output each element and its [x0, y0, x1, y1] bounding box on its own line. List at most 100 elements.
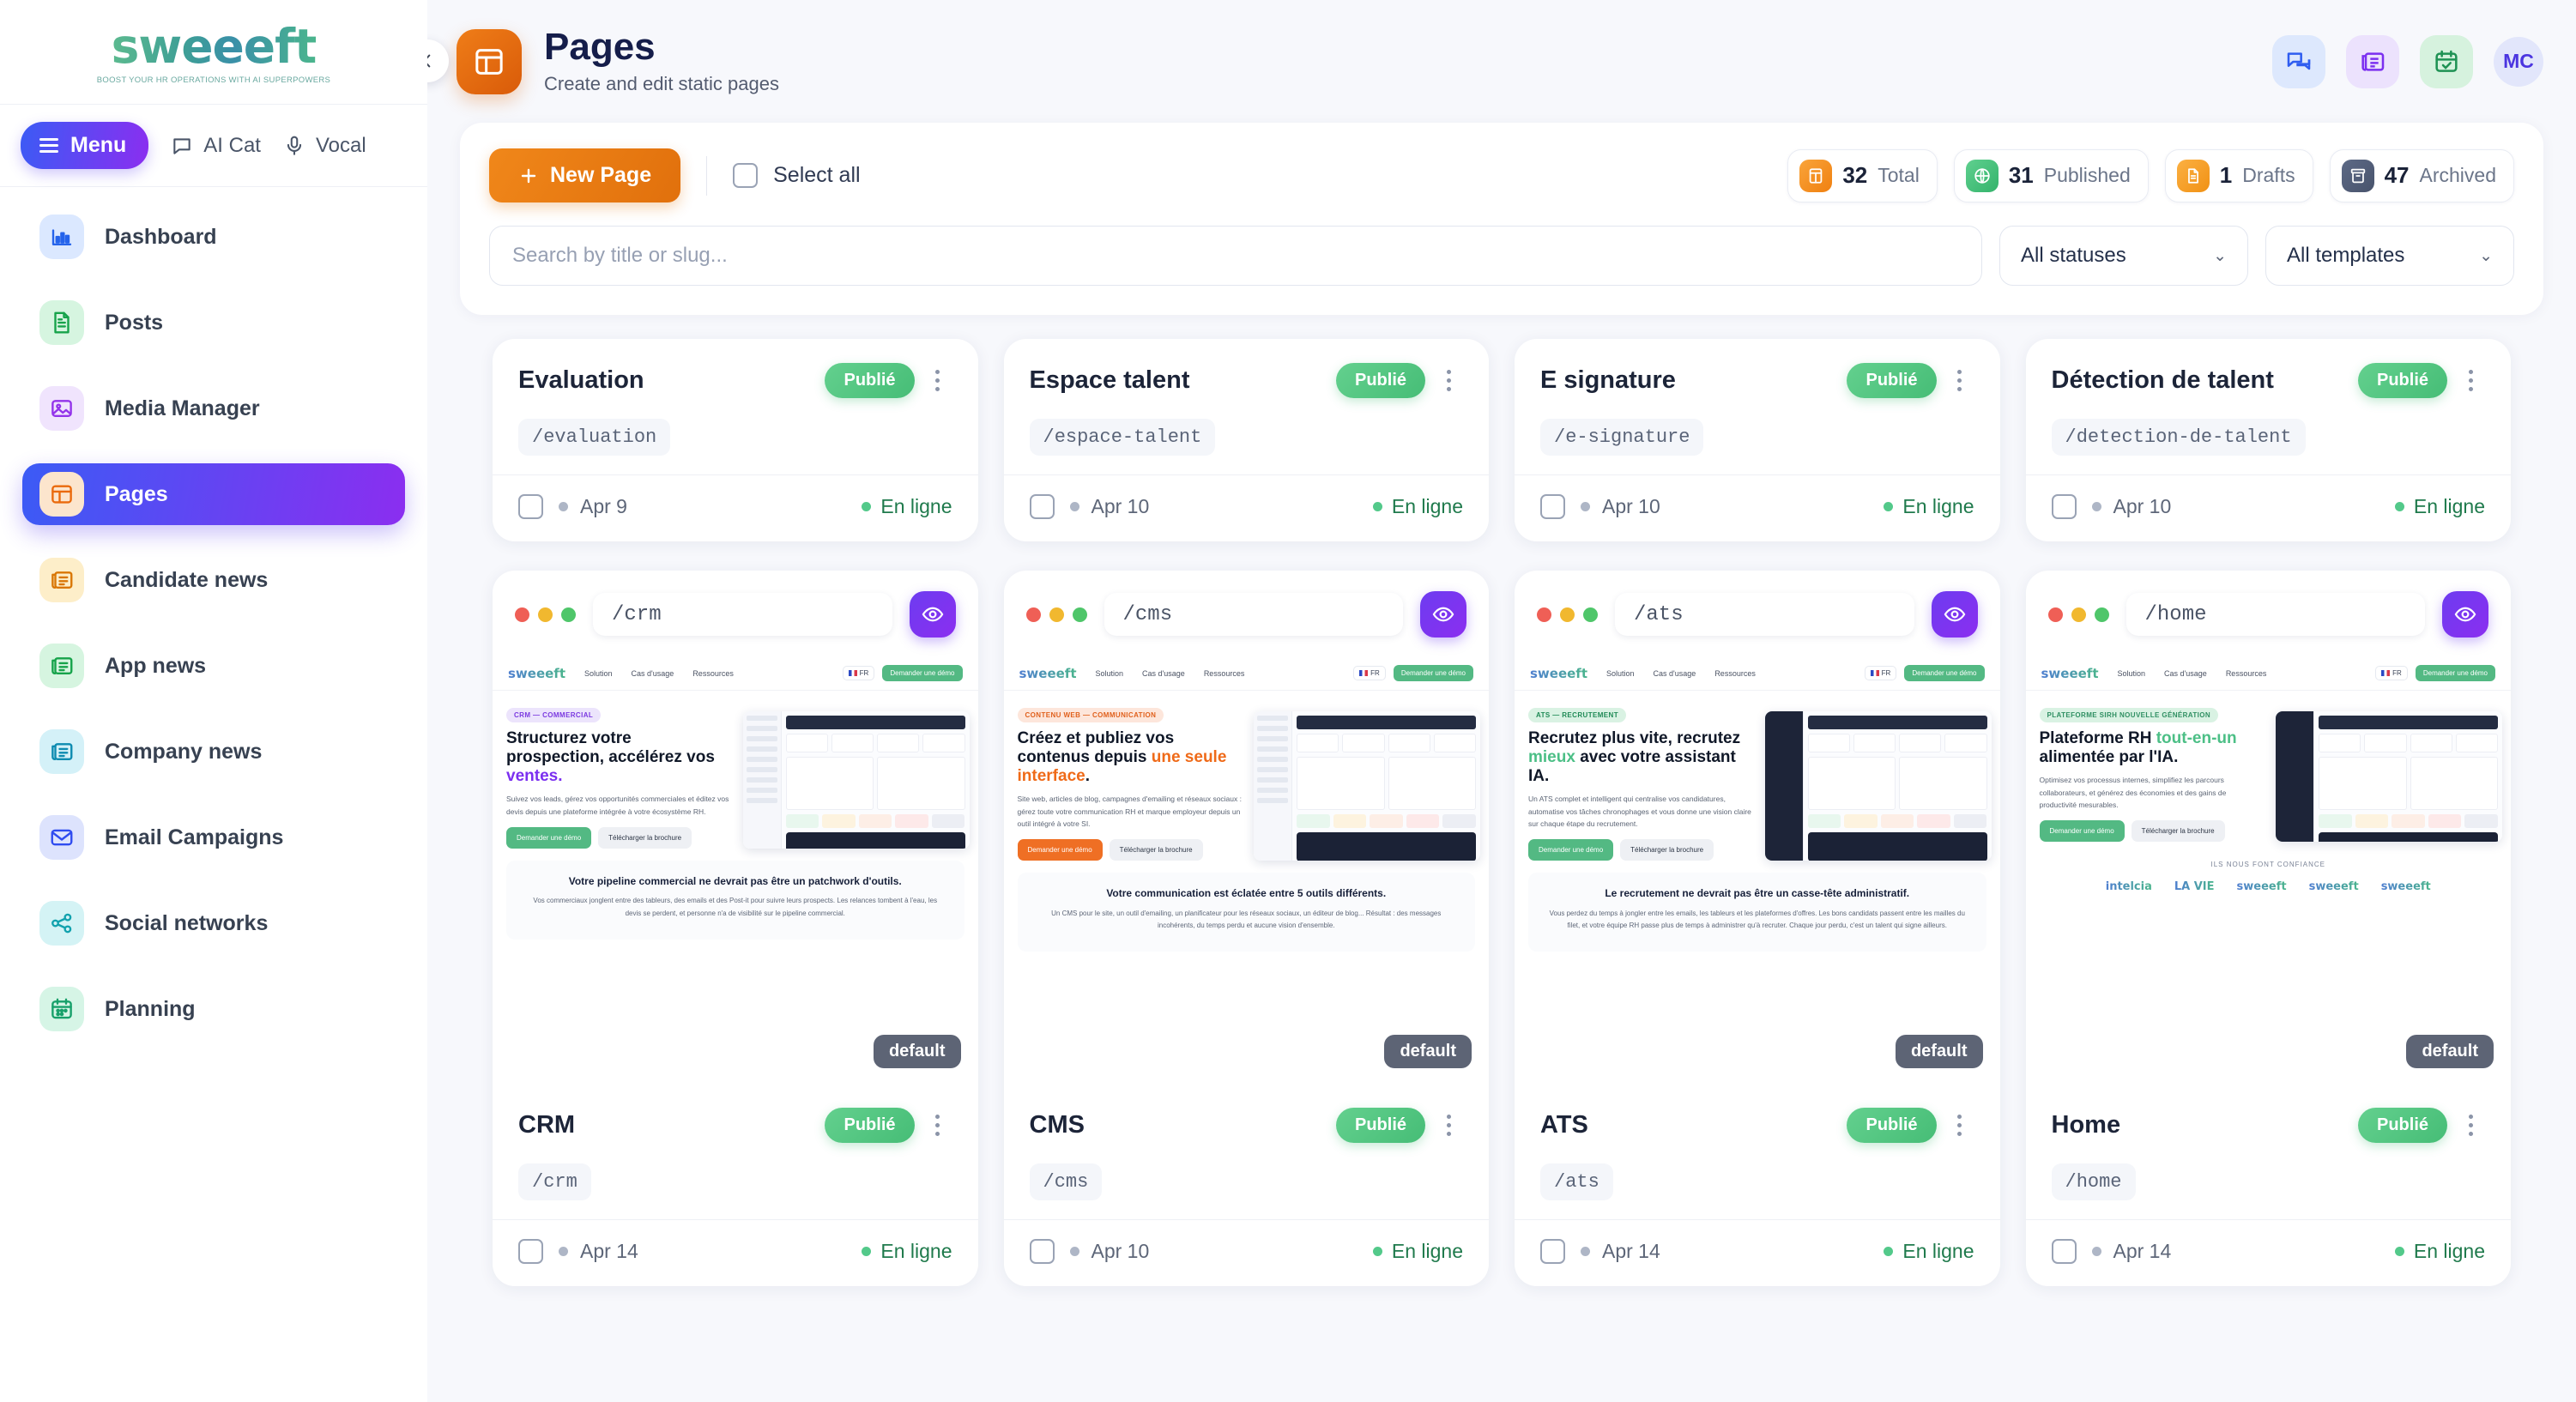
card-menu-button[interactable] [2456, 1115, 2485, 1136]
sidebar-collapse-button[interactable] [427, 39, 449, 82]
new-page-button[interactable]: New Page [489, 148, 681, 202]
card-menu-button[interactable] [1434, 1115, 1463, 1136]
preview-nav-link[interactable]: Cas d'usage [1653, 668, 1696, 678]
preview-button[interactable] [1420, 591, 1466, 638]
preview-nav-cta[interactable]: Demander une démo [1904, 665, 1985, 681]
preview-browser-bar: /cms [1004, 571, 1490, 656]
preview-url-field[interactable]: /home [2126, 593, 2425, 636]
sidebar-item-pages[interactable]: Pages [22, 463, 405, 525]
hero-cta-primary[interactable]: Demander une démo [1017, 839, 1103, 861]
page-card-title: ATS [1540, 1111, 1588, 1139]
page-card-date: Apr 14 [580, 1240, 638, 1262]
hero-cta-secondary[interactable]: Télécharger la brochure [1620, 839, 1714, 861]
preview-nav-link[interactable]: Solution [2117, 668, 2146, 678]
card-menu-button[interactable] [1945, 1115, 1974, 1136]
menu-button[interactable]: Menu [21, 122, 149, 169]
preview-nav-link[interactable]: Cas d'usage [631, 668, 674, 678]
card-menu-button[interactable] [1945, 370, 1974, 391]
preview-nav-link[interactable]: Cas d'usage [2164, 668, 2207, 678]
stat-archived[interactable]: 47 Archived [2329, 148, 2514, 202]
page-card[interactable]: /ats sweeeft Solution Cas d'usage Ressourc… [1515, 571, 2000, 1286]
preview-nav-link[interactable]: Ressources [2225, 668, 2267, 678]
page-card[interactable]: E signature Publié /e-signature Apr 10 E… [1515, 339, 2000, 541]
sidebar-item-app news[interactable]: App news [22, 635, 405, 697]
news-icon[interactable] [2346, 34, 2399, 88]
card-select-checkbox[interactable] [2051, 1239, 2077, 1264]
stat-total[interactable]: 32 Total [1787, 148, 1938, 202]
online-status: En ligne [2394, 495, 2485, 518]
sidebar-item-dashboard[interactable]: Dashboard [22, 206, 405, 268]
preview-nav-link[interactable]: Solution [1606, 668, 1635, 678]
preview-nav-cta[interactable]: Demander une démo [882, 665, 963, 681]
vocal-link[interactable]: Vocal [283, 134, 366, 158]
sidebar-item-planning[interactable]: Planning [22, 978, 405, 1040]
page-card[interactable]: /cms sweeeft Solution Cas d'usage Ressourc… [1003, 571, 1490, 1286]
page-card[interactable]: /crm sweeeft Solution Cas d'usage Ressourc… [493, 571, 978, 1286]
brand-logo[interactable]: sweeeft BOOST YOUR HR OPERATIONS WITH AI… [0, 0, 427, 105]
card-menu-button[interactable] [2456, 370, 2485, 391]
sidebar-item-company news[interactable]: Company news [22, 721, 405, 783]
language-chip[interactable]: FR [2375, 666, 2408, 680]
hero-cta-secondary[interactable]: Télécharger la brochure [1109, 839, 1203, 861]
card-menu-button[interactable] [1434, 370, 1463, 391]
card-menu-button[interactable] [923, 370, 952, 391]
stat-published[interactable]: 31 Published [1953, 148, 2149, 202]
template-badge: default [1384, 1035, 1472, 1068]
preview-button[interactable] [909, 591, 956, 638]
document-icon [39, 300, 84, 345]
language-chip[interactable]: FR [1353, 666, 1386, 680]
messages-icon[interactable] [2272, 34, 2325, 88]
select-all-checkbox[interactable] [733, 163, 759, 188]
preview-nav-cta[interactable]: Demander une démo [2415, 665, 2495, 681]
select-all-control[interactable]: Select all [733, 163, 861, 188]
calendar-check-icon[interactable] [2420, 34, 2473, 88]
search-input[interactable]: Search by title or slug... [489, 226, 1982, 286]
sidebar-item-social networks[interactable]: Social networks [22, 892, 405, 954]
sidebar-item-media manager[interactable]: Media Manager [22, 378, 405, 439]
preview-nav-cta[interactable]: Demander une démo [1393, 665, 1473, 681]
card-menu-button[interactable] [923, 1115, 952, 1136]
sidebar-item-email campaigns[interactable]: Email Campaigns [22, 807, 405, 868]
card-select-checkbox[interactable] [2051, 494, 2077, 519]
sidebar-item-candidate news[interactable]: Candidate news [22, 549, 405, 611]
page-card-date: Apr 14 [2113, 1240, 2172, 1262]
preview-button[interactable] [2442, 591, 2488, 638]
card-select-checkbox[interactable] [1029, 494, 1055, 519]
stat-drafts[interactable]: 1 Drafts [2164, 148, 2313, 202]
ai-cat-link[interactable]: AI Cat [171, 134, 261, 158]
hero-cta-primary[interactable]: Demander une démo [2039, 820, 2125, 843]
hero-cta-primary[interactable]: Demander une démo [1528, 839, 1614, 861]
card-select-checkbox[interactable] [1540, 1239, 1565, 1264]
page-card[interactable]: Détection de talent Publié /detection-de… [2025, 339, 2511, 541]
card-select-checkbox[interactable] [1540, 494, 1565, 519]
card-select-checkbox[interactable] [518, 494, 543, 519]
status-filter-select[interactable]: All statuses ⌄ [1999, 226, 2248, 286]
sidebar-item-posts[interactable]: Posts [22, 292, 405, 354]
preview-nav-link[interactable]: Ressources [1203, 668, 1245, 678]
hero-eyebrow: CONTENU WEB — COMMUNICATION [1017, 708, 1164, 722]
online-label: En ligne [880, 495, 952, 517]
hero-buttons: Demander une démo Télécharger la brochur… [1017, 839, 1243, 861]
card-select-checkbox[interactable] [1029, 1239, 1055, 1264]
preview-nav-link[interactable]: Solution [1095, 668, 1124, 678]
hero-eyebrow: ATS — RECRUTEMENT [1528, 708, 1626, 722]
hero-cta-primary[interactable]: Demander une démo [506, 826, 592, 849]
preview-url-field[interactable]: /crm [593, 593, 892, 636]
language-chip[interactable]: FR [1864, 666, 1897, 680]
page-card[interactable]: /home sweeeft Solution Cas d'usage Ressour… [2025, 571, 2511, 1286]
preview-url-field[interactable]: /cms [1104, 593, 1403, 636]
preview-nav-link[interactable]: Solution [584, 668, 613, 678]
preview-url-field[interactable]: /ats [1615, 593, 1914, 636]
preview-nav-link[interactable]: Ressources [1714, 668, 1756, 678]
language-chip[interactable]: FR [842, 666, 875, 680]
hero-cta-secondary[interactable]: Télécharger la brochure [2131, 820, 2225, 843]
page-card[interactable]: Espace talent Publié /espace-talent Apr … [1003, 339, 1489, 541]
template-filter-select[interactable]: All templates ⌄ [2265, 226, 2514, 286]
page-card[interactable]: Evaluation Publié /evaluation Apr 9 En l… [493, 339, 978, 541]
avatar[interactable]: MC [2494, 36, 2543, 87]
preview-button[interactable] [1931, 591, 1978, 638]
hero-cta-secondary[interactable]: Télécharger la brochure [598, 826, 692, 849]
card-select-checkbox[interactable] [518, 1239, 543, 1264]
preview-nav-link[interactable]: Ressources [692, 668, 734, 678]
preview-nav-link[interactable]: Cas d'usage [1142, 668, 1185, 678]
